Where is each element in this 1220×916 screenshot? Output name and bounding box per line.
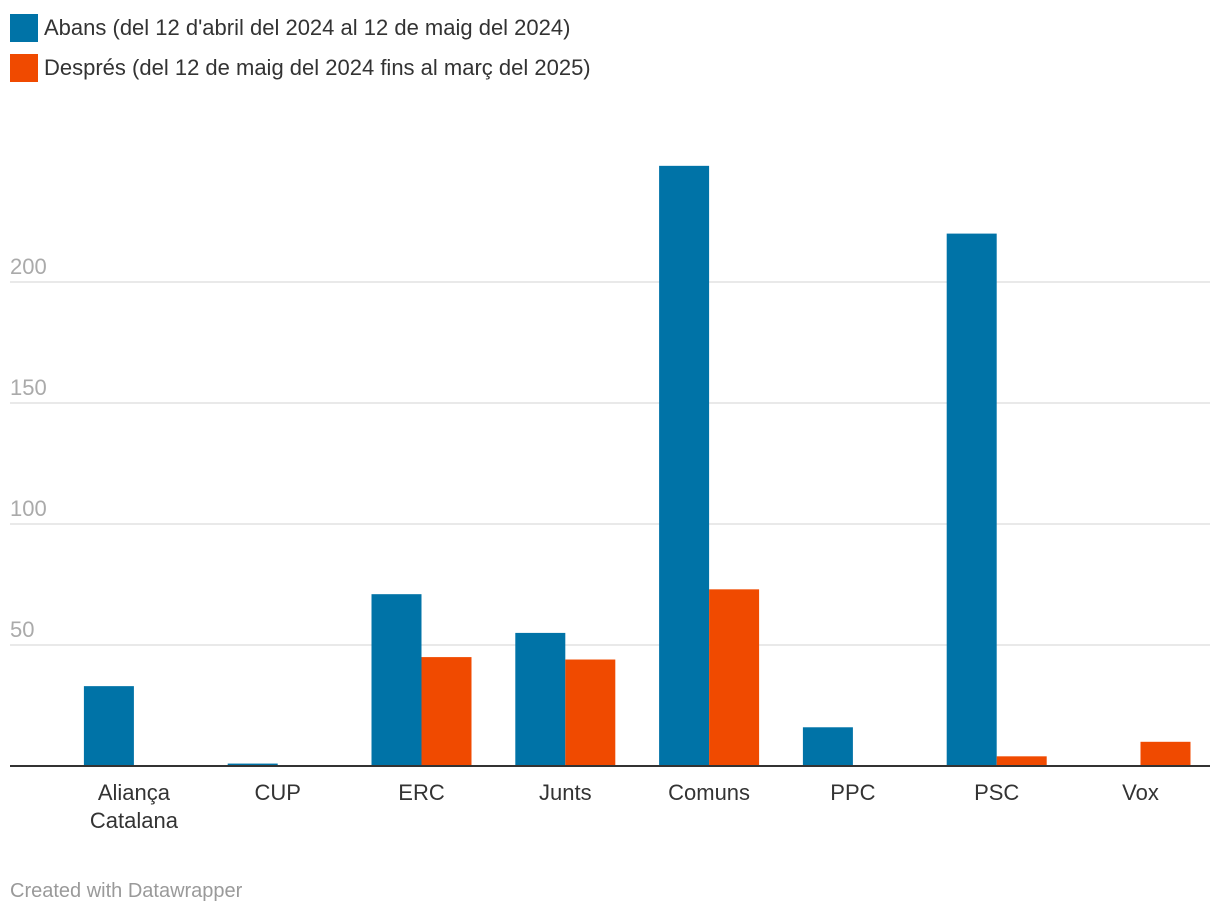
bar-abans-ppc — [802, 727, 853, 766]
bar-abans-comuns — [659, 165, 710, 767]
x-tick-label-line: Catalana — [90, 808, 179, 833]
legend-label-abans: Abans (del 12 d'abril del 2024 al 12 de … — [44, 15, 571, 40]
bar-abans-cup — [227, 763, 278, 766]
x-tick-label-line: Comuns — [668, 780, 750, 805]
x-tick-label-cup: CUP — [254, 780, 300, 805]
bar-despres-junts — [565, 659, 616, 766]
bar-despres-erc — [421, 657, 472, 766]
bar-abans-aliança-catalana — [83, 686, 134, 766]
bar-despres-vox — [1140, 741, 1191, 766]
x-tick-label-ppc: PPC — [830, 780, 875, 805]
x-tick-label-line: PPC — [830, 780, 875, 805]
x-tick-label-line: Aliança — [98, 780, 171, 805]
bar-abans-erc — [371, 594, 422, 766]
x-tick-label-line: PSC — [974, 780, 1019, 805]
bar-abans-psc — [946, 233, 997, 767]
x-tick-label-junts: Junts — [539, 780, 592, 805]
y-tick-label-200: 200 — [10, 254, 47, 279]
x-tick-label-vox: Vox — [1122, 780, 1159, 805]
y-tick-label-50: 50 — [10, 617, 34, 642]
x-tick-label-erc: ERC — [398, 780, 445, 805]
x-tick-label-aliança-catalana: Aliança Catalana — [90, 780, 179, 833]
legend-label-despres: Després (del 12 de maig del 2024 fins al… — [44, 55, 591, 80]
y-tick-label-100: 100 — [10, 496, 47, 521]
x-tick-label-psc: PSC — [974, 780, 1019, 805]
bar-despres-psc — [996, 756, 1047, 766]
legend-swatch-despres — [10, 54, 38, 82]
legend-item-despres: Després (del 12 de maig del 2024 fins al… — [10, 48, 591, 88]
x-tick-label-line: CUP — [254, 780, 300, 805]
x-tick-label-line: Vox — [1122, 780, 1159, 805]
x-tick-label-line: Junts — [539, 780, 592, 805]
legend-swatch-abans — [10, 14, 38, 42]
legend: Abans (del 12 d'abril del 2024 al 12 de … — [10, 8, 591, 88]
footer-credit: Created with Datawrapper — [10, 880, 243, 902]
x-tick-label-line: ERC — [398, 780, 445, 805]
legend-item-abans: Abans (del 12 d'abril del 2024 al 12 de … — [10, 8, 591, 48]
x-tick-label-comuns: Comuns — [668, 780, 750, 805]
bar-despres-comuns — [709, 589, 760, 766]
bar-abans-junts — [515, 632, 566, 766]
y-tick-label-150: 150 — [10, 375, 47, 400]
